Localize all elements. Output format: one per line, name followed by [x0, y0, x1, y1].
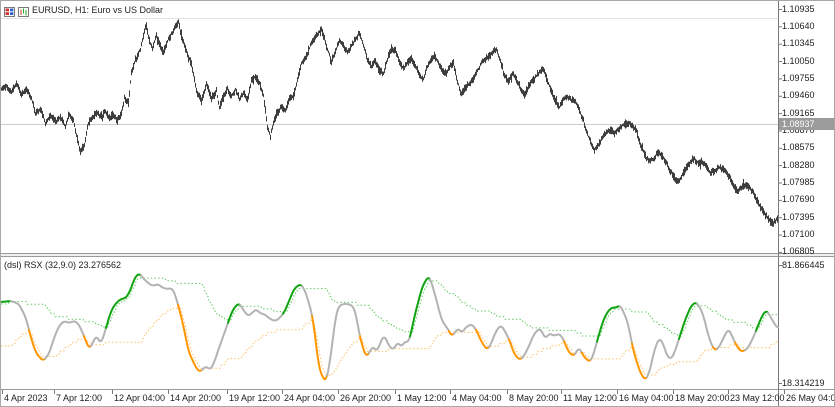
time-axis-label: 1 May 12:00 [397, 393, 447, 403]
symbol-grid-icon[interactable] [4, 4, 15, 22]
price-axis-label: 1.07690 [782, 194, 815, 205]
price-axis-label: 1.08575 [782, 142, 815, 153]
time-axis-label: 19 Apr 12:00 [229, 393, 281, 403]
indicator-max-label: 81.866445 [782, 260, 825, 270]
price-axis-label: 1.10345 [782, 38, 815, 49]
indicator-label: (dsl) RSX (32,9.0) 23.276562 [4, 260, 122, 270]
price-axis-label: 1.10640 [782, 20, 815, 31]
time-axis-label: 4 Apr 2023 [4, 393, 48, 403]
price-axis-label: 1.08870 [782, 125, 815, 135]
indicator-min-label: 18.314219 [782, 378, 825, 388]
time-axis-label: 11 May 12:00 [563, 393, 617, 403]
price-line-value: 1.08937 [782, 119, 815, 129]
price-line-axis-badge: 1.08937 [779, 118, 834, 130]
bar-chart-icon[interactable] [18, 4, 29, 22]
time-axis-label: 14 Apr 20:00 [170, 393, 222, 403]
price-axis-label: 1.07395 [782, 211, 815, 222]
price-axis-label: 1.09755 [782, 72, 815, 83]
time-axis-label: 16 May 04:00 [619, 393, 674, 403]
time-axis-label: 18 May 20:00 [675, 393, 730, 403]
price-axis-label: 1.10935 [782, 3, 815, 14]
time-axis-label: 7 Apr 12:00 [56, 393, 103, 403]
time-axis-label: 26 Apr 20:00 [340, 393, 392, 403]
time-axis-label: 24 Apr 04:00 [284, 393, 336, 403]
panel-splitter[interactable] [1, 253, 834, 257]
price-axis-label: 1.10050 [782, 55, 815, 66]
time-axis-label: 8 May 20:00 [509, 393, 559, 403]
price-axis-label: 1.09460 [782, 90, 815, 101]
time-axis-label: 26 May 04:00 [786, 393, 834, 403]
time-axis-label: 23 May 12:00 [730, 393, 785, 403]
time-axis-label: 12 Apr 04:00 [114, 393, 166, 403]
price-axis-label: 1.07985 [782, 177, 815, 187]
price-axis-label: 1.06805 [782, 246, 815, 257]
price-axis-label: 1.09165 [782, 107, 815, 118]
price-axis-label: 1.07100 [782, 229, 815, 240]
symbol-label: EURUSD, H1: Euro vs US Dollar [32, 5, 164, 15]
price-axis-label: 1.08280 [782, 159, 815, 170]
time-axis-label: 4 May 04:00 [452, 393, 502, 403]
